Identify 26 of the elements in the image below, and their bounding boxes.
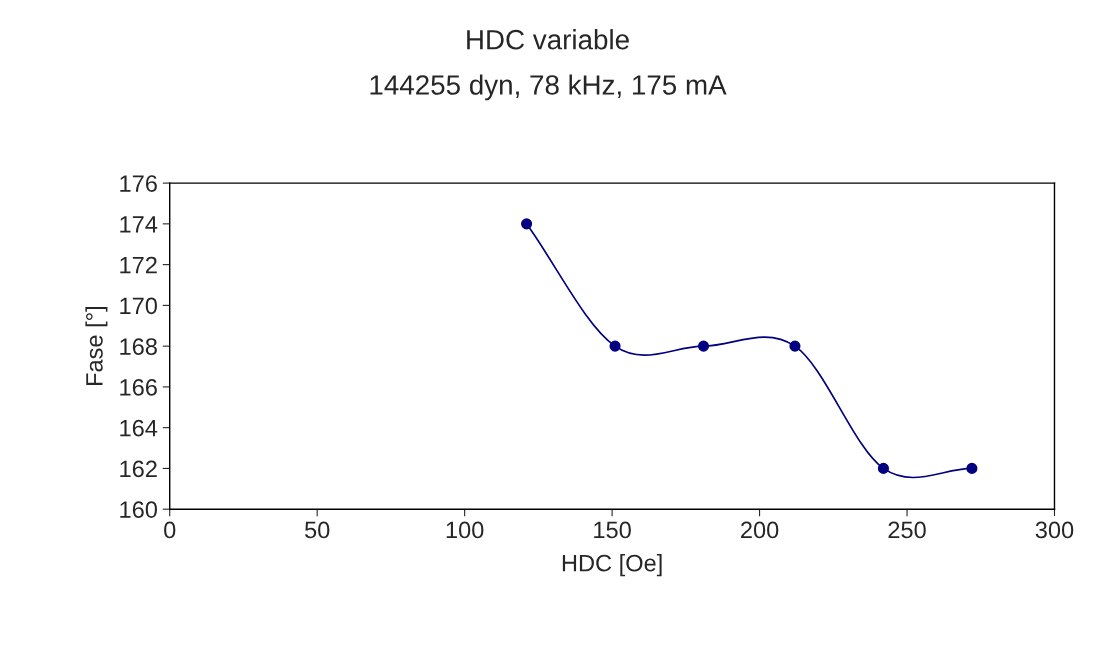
y-tick-label: 174 <box>120 216 158 233</box>
x-tick-label: 150 <box>594 521 631 539</box>
x-tick-label: 250 <box>888 521 926 539</box>
point <box>789 340 801 352</box>
point <box>966 462 978 474</box>
x-tick-label: 0 <box>164 521 176 539</box>
y-tick-label: 164 <box>120 419 158 437</box>
chart-title: HDC variable <box>467 29 629 50</box>
x-tick-label: 200 <box>741 521 779 539</box>
chart-subtitle: 144255 dyn, 78 kHz, 175 mA <box>370 74 727 101</box>
x-axis-title: HDC [Oe] <box>562 554 662 577</box>
y-tick-label: 168 <box>120 338 157 355</box>
x-tick-label: 50 <box>305 521 330 539</box>
y-tick-label: 160 <box>120 501 157 518</box>
y-tick-label: 162 <box>120 460 157 478</box>
point <box>521 218 533 230</box>
x-tick-label: 300 <box>1035 521 1074 539</box>
y-tick-label: 170 <box>120 297 157 315</box>
y-tick-label: 166 <box>120 378 157 396</box>
point <box>609 340 621 352</box>
point <box>877 462 889 474</box>
point <box>697 340 710 352</box>
y-axis-title: Fase [°] <box>85 307 108 386</box>
x-tick-label: 100 <box>446 521 484 539</box>
y-tick-label: 176 <box>120 175 157 192</box>
y-tick-label: 172 <box>120 256 157 274</box>
